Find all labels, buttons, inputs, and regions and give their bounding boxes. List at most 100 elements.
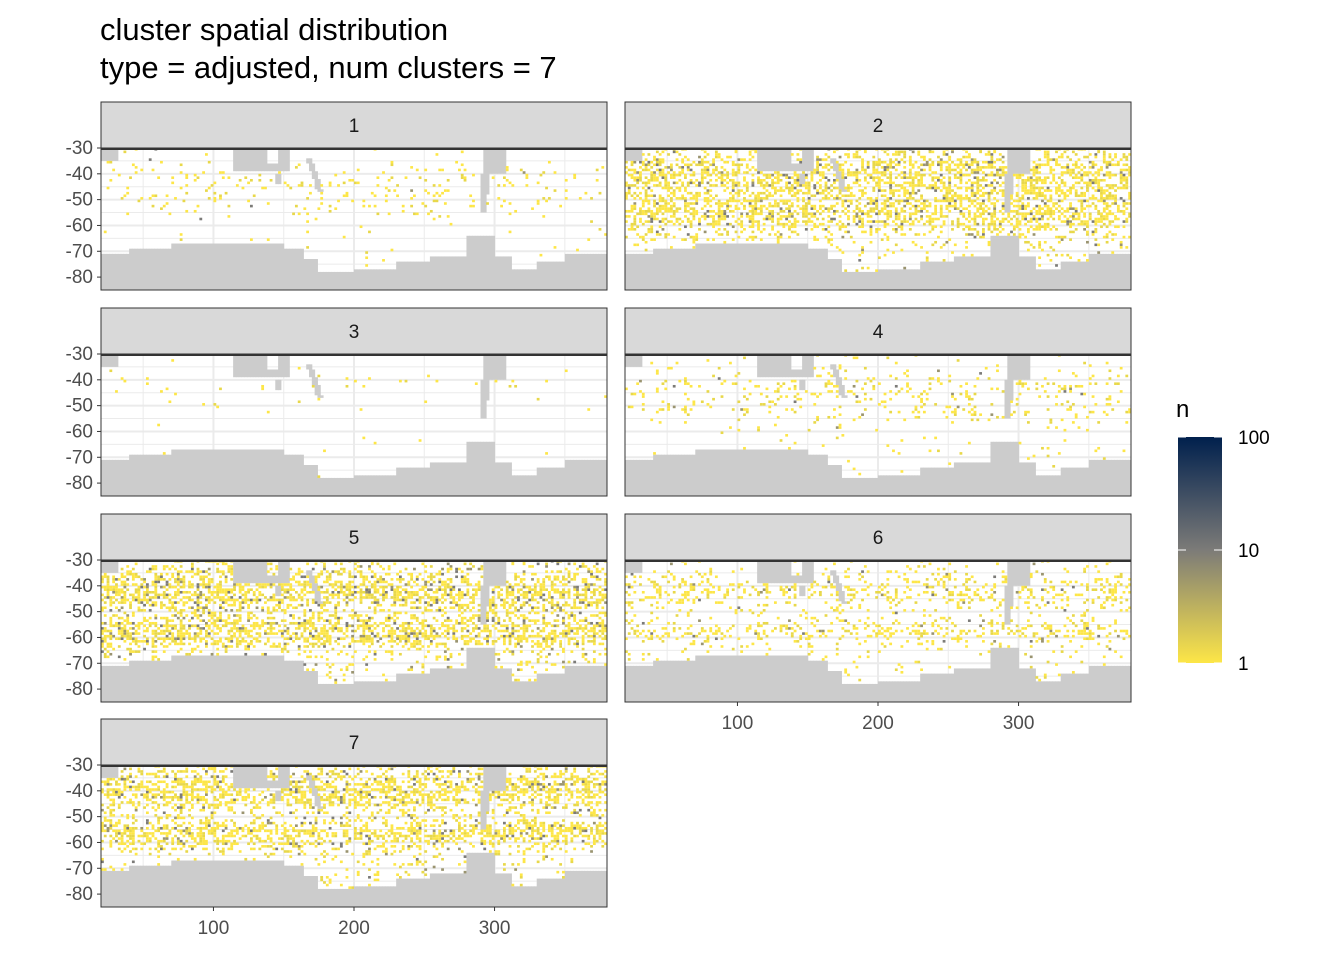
heatmap-cell — [810, 178, 814, 182]
heatmap-cell — [793, 217, 797, 221]
heatmap-cell — [962, 408, 966, 411]
heatmap-cell — [1038, 166, 1042, 169]
heatmap-cell — [627, 173, 631, 177]
y-tick-label: -80 — [66, 473, 93, 494]
heatmap-cell — [1015, 225, 1019, 229]
heatmap-cell — [861, 387, 864, 391]
land-cell — [278, 560, 282, 584]
heatmap-cell — [672, 181, 676, 185]
heatmap-cell — [684, 197, 687, 200]
heatmap-cell — [1026, 220, 1030, 223]
heatmap-cell — [880, 166, 884, 169]
land-cell — [788, 148, 792, 172]
heatmap-cell — [729, 178, 732, 182]
heatmap-cell — [664, 166, 668, 169]
land-cell — [328, 683, 333, 702]
heatmap-cell — [684, 392, 687, 396]
heatmap-cell — [664, 233, 668, 236]
heatmap-cell — [667, 186, 670, 190]
heatmap-cell — [866, 209, 870, 213]
heatmap-cell — [115, 598, 118, 602]
heatmap-cell — [706, 189, 710, 192]
heatmap-cell — [1114, 197, 1117, 200]
heatmap-cell — [824, 384, 828, 388]
heatmap-cell — [1015, 204, 1019, 208]
heatmap-cell — [1026, 387, 1030, 391]
heatmap-cell — [1021, 197, 1025, 200]
heatmap-cell — [894, 361, 898, 365]
heatmap-cell — [852, 215, 856, 218]
heatmap-cell — [686, 217, 690, 221]
heatmap-cell — [835, 436, 839, 440]
land-cell — [720, 243, 724, 290]
heatmap-cell — [1119, 181, 1123, 185]
heatmap-cell — [897, 217, 901, 221]
land-cell — [123, 665, 127, 702]
heatmap-cell — [807, 202, 811, 205]
land-cell — [762, 243, 767, 290]
heatmap-cell — [849, 235, 853, 239]
heatmap-cell — [1119, 173, 1123, 177]
heatmap-cell — [830, 238, 834, 241]
heatmap-cell — [1032, 191, 1036, 195]
heatmap-cell — [1077, 426, 1081, 429]
heatmap-cell — [1001, 217, 1005, 221]
heatmap-cell — [993, 207, 997, 210]
land-cell — [143, 248, 147, 290]
heatmap-cell — [734, 171, 738, 174]
heatmap-cell — [151, 204, 155, 208]
heatmap-cell — [1083, 199, 1087, 203]
heatmap-cell — [939, 215, 943, 218]
heatmap-cell — [1119, 366, 1123, 370]
heatmap-cell — [297, 400, 301, 404]
heatmap-cell — [830, 233, 834, 236]
land-cell — [908, 269, 913, 290]
heatmap-cell — [641, 186, 645, 190]
heatmap-cell — [661, 400, 665, 404]
heatmap-cell — [906, 390, 909, 393]
heatmap-cell — [1055, 181, 1058, 185]
heatmap-cell — [757, 222, 760, 226]
heatmap-cell — [849, 173, 853, 177]
heatmap-cell — [1007, 220, 1011, 223]
heatmap-cell — [726, 160, 730, 164]
heatmap-cell — [1015, 194, 1019, 198]
heatmap-cell — [821, 166, 825, 169]
heatmap-cell — [889, 189, 893, 192]
heatmap-cell — [748, 194, 752, 198]
heatmap-cell — [1069, 225, 1072, 229]
heatmap-cell — [886, 217, 890, 221]
heatmap-cell — [866, 160, 870, 164]
heatmap-cell — [151, 658, 155, 661]
land-cell — [745, 449, 750, 496]
heatmap-cell — [1024, 215, 1027, 218]
heatmap-cell — [604, 395, 607, 398]
heatmap-cell — [894, 207, 898, 210]
land-cell — [1001, 441, 1005, 496]
heatmap-cell — [647, 153, 651, 156]
land-cell — [306, 364, 310, 370]
heatmap-cell — [835, 202, 839, 205]
heatmap-cell — [109, 621, 113, 625]
heatmap-cell — [123, 627, 127, 630]
land-cell — [678, 248, 682, 290]
land-cell — [667, 248, 671, 290]
land-cell — [1066, 261, 1070, 290]
heatmap-cell — [684, 410, 687, 414]
heatmap-cell — [647, 163, 651, 167]
heatmap-cell — [658, 153, 662, 156]
heatmap-cell — [1018, 222, 1022, 226]
land-cell — [160, 660, 164, 702]
heatmap-cell — [365, 264, 369, 267]
heatmap-cell — [908, 217, 912, 221]
y-tick-label: -60 — [66, 421, 93, 442]
land-cell — [233, 354, 237, 378]
heatmap-cell — [658, 194, 662, 198]
heatmap-cell — [134, 575, 138, 579]
heatmap-cell — [165, 634, 169, 638]
heatmap-cell — [174, 606, 177, 610]
heatmap-cell — [903, 189, 907, 192]
heatmap-cell — [162, 603, 166, 607]
land-cell — [488, 148, 493, 174]
land-cell — [407, 261, 411, 290]
